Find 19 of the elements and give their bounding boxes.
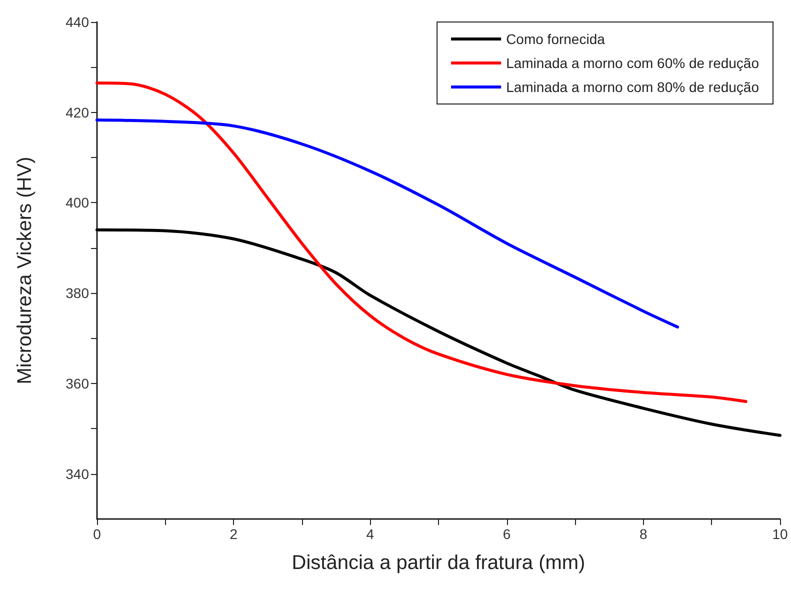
legend-label: Laminada a morno com 60% de redução [506, 55, 760, 71]
x-tick-label: 2 [230, 526, 238, 542]
y-axis-title: Microdureza Vickers (HV) [14, 156, 36, 384]
y-tick-label: 380 [66, 285, 90, 302]
line-series [96, 118, 680, 328]
x-tick-label: 8 [640, 526, 648, 542]
y-tick-label: 420 [66, 104, 90, 120]
line-series [96, 228, 782, 437]
legend-label: Laminada a morno com 80% de redução [506, 79, 760, 95]
y-tick-label: 360 [66, 375, 90, 392]
x-axis-title: Distância a partir da fratura (mm) [292, 552, 586, 574]
x-tick-label: 0 [93, 526, 102, 542]
y-tick-label: 340 [66, 466, 90, 482]
x-tick-label: 4 [366, 526, 374, 542]
x-tick-label: 6 [502, 526, 511, 542]
legend-label: Como fornecida [506, 31, 606, 47]
y-tick-label: 400 [66, 194, 90, 211]
x-tick-label: 10 [772, 526, 788, 542]
y-tick-label: 440 [66, 14, 90, 30]
